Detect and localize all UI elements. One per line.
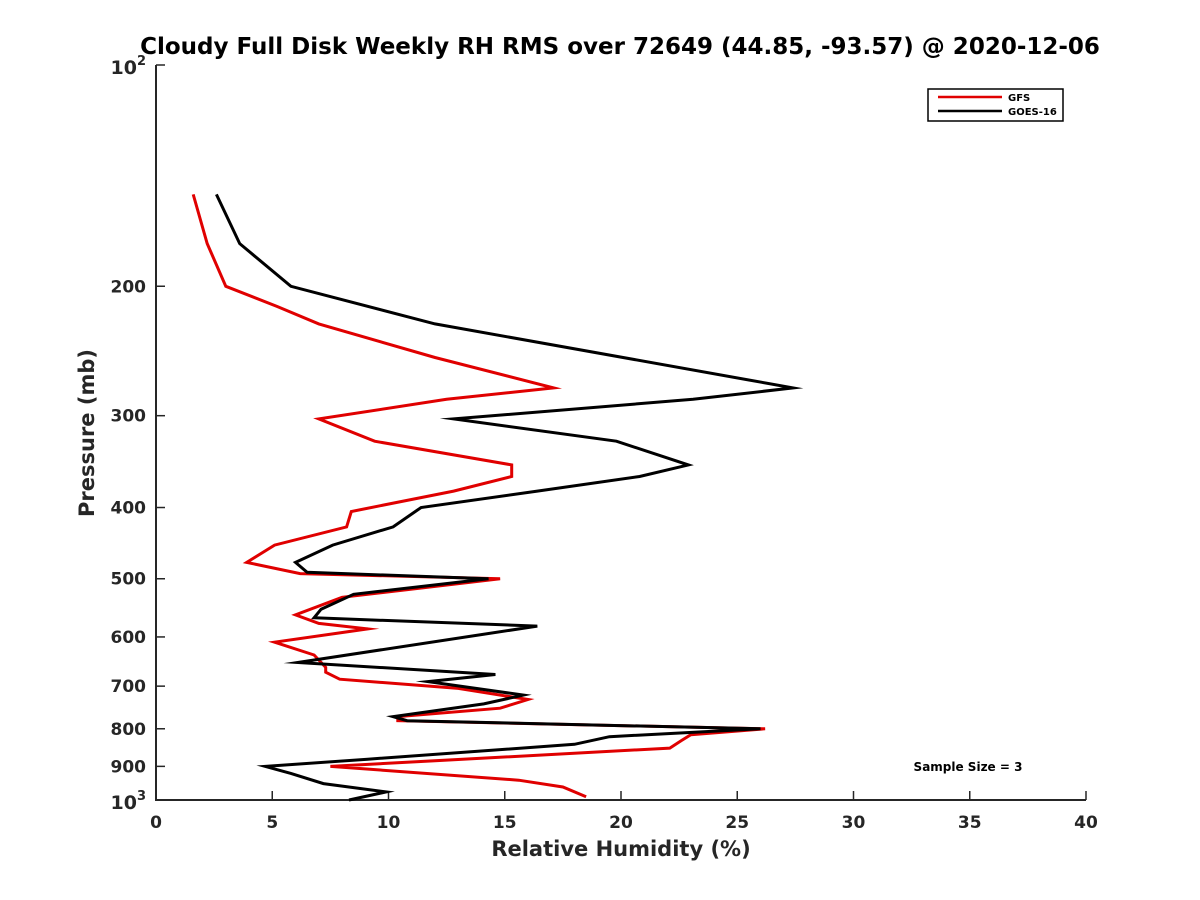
y-tick-label: 500 (111, 570, 147, 590)
y-tick-exponent: 3 (137, 789, 146, 804)
x-tick-label: 10 (377, 813, 401, 833)
x-axis-ticks: 0 5 10 15 20 25 30 35 40 (150, 791, 1098, 833)
series-line-goes16 (215, 193, 804, 802)
x-tick-label: 35 (958, 813, 982, 833)
legend: GFS GOES-16 (927, 88, 1064, 122)
y-tick-exponent: 2 (137, 54, 146, 69)
y-tick-label: 600 (111, 628, 147, 648)
y-tick-label: 200 (111, 277, 147, 297)
x-tick-label: 15 (493, 813, 517, 833)
x-tick-label: 30 (842, 813, 866, 833)
legend-label-goes16: GOES-16 (1008, 107, 1057, 118)
x-tick-label: 20 (609, 813, 633, 833)
x-tick-label: 5 (266, 813, 278, 833)
plot-axes (155, 65, 1086, 801)
sample-size-annotation: Sample Size = 3 (914, 760, 1023, 774)
series-line-gfs (191, 193, 766, 799)
y-tick-label: 300 (111, 407, 147, 427)
y-tick-label: 900 (111, 757, 147, 777)
y-tick-base: 10 (111, 57, 137, 79)
legend-box (927, 88, 1064, 122)
x-tick-label: 25 (725, 813, 749, 833)
y-tick-label: 400 (111, 499, 147, 519)
legend-label-gfs: GFS (1008, 93, 1030, 104)
series-layer (191, 193, 804, 802)
y-tick-label: 103 (111, 789, 147, 814)
x-tick-label: 0 (150, 813, 162, 833)
y-tick-label: 700 (111, 677, 147, 697)
y-tick-label: 102 (111, 54, 147, 79)
y-tick-base: 10 (111, 792, 137, 814)
chart-title: Cloudy Full Disk Weekly RH RMS over 7264… (140, 34, 1100, 60)
x-axis-label: Relative Humidity (%) (491, 837, 750, 861)
y-tick-label: 800 (111, 720, 147, 740)
y-axis-label: Pressure (mb) (75, 349, 99, 517)
x-tick-label: 40 (1074, 813, 1098, 833)
